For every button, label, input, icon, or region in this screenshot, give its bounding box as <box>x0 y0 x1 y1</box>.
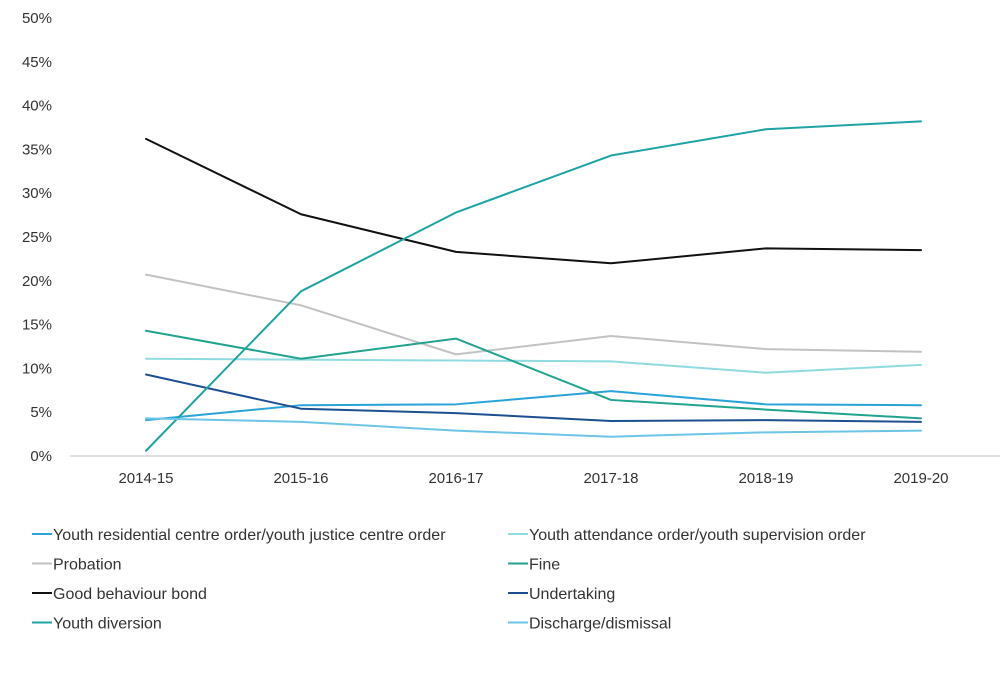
y-tick-label: 45% <box>22 54 52 71</box>
series-line-4 <box>145 329 922 420</box>
y-tick-label: 15% <box>22 317 52 334</box>
x-tick-label: 2014-15 <box>118 470 173 487</box>
series-line-1 <box>145 390 922 422</box>
series-line-2 <box>145 357 922 374</box>
series-line-8 <box>145 417 922 438</box>
legend-label: Youth residential centre order/youth jus… <box>53 527 446 544</box>
x-tick-label: 2019-20 <box>893 470 948 487</box>
y-tick-label: 35% <box>22 141 52 158</box>
series-line-3 <box>145 273 922 356</box>
x-tick-label: 2016-17 <box>428 470 483 487</box>
legend-label: Undertaking <box>529 586 615 603</box>
series-line-7 <box>145 120 922 452</box>
legend-label: Probation <box>53 557 122 574</box>
x-tick-label: 2017-18 <box>583 470 638 487</box>
y-tick-label: 50% <box>22 10 52 27</box>
series-line-6 <box>145 373 922 423</box>
y-tick-label: 0% <box>30 448 52 465</box>
x-tick-label: 2015-16 <box>273 470 328 487</box>
legend-label: Youth attendance order/youth supervision… <box>529 527 866 544</box>
legend-label: Good behaviour bond <box>53 586 207 603</box>
x-tick-label: 2018-19 <box>738 470 793 487</box>
legend-label: Discharge/dismissal <box>529 616 671 633</box>
legend-label: Fine <box>529 557 560 574</box>
legend-label: Youth diversion <box>53 616 162 633</box>
y-tick-label: 10% <box>22 360 52 377</box>
series-line-5 <box>145 137 922 265</box>
y-tick-label: 25% <box>22 229 52 246</box>
y-tick-label: 20% <box>22 273 52 290</box>
y-tick-label: 30% <box>22 185 52 202</box>
y-tick-label: 5% <box>30 404 52 421</box>
y-tick-label: 40% <box>22 98 52 115</box>
